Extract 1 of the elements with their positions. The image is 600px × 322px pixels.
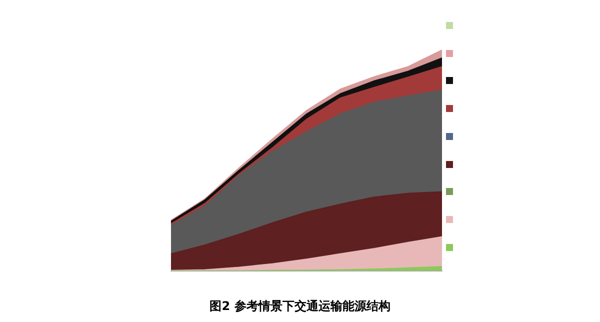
caption: 图2 参考情景下交通运输能源结构 [208,298,392,315]
